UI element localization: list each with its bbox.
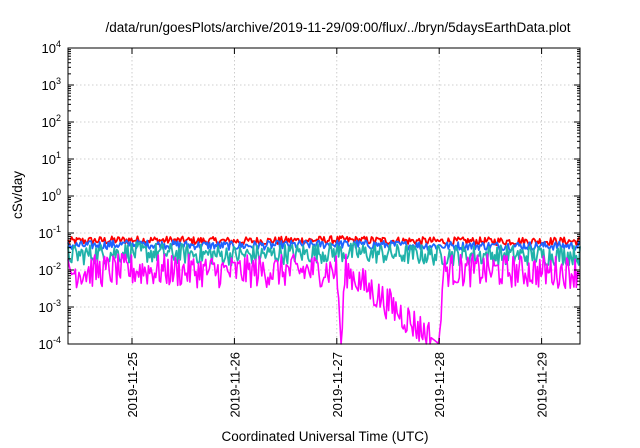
series-line <box>67 252 581 345</box>
y-tick-label: 104 <box>42 39 61 56</box>
series-line <box>67 241 581 267</box>
series-line <box>67 239 581 252</box>
chart-title: /data/run/goesPlots/archive/2019-11-29/0… <box>105 20 570 35</box>
plot-frame <box>67 47 581 345</box>
x-tick-label: 2019-11-29 <box>535 352 550 418</box>
series-lines <box>67 235 581 345</box>
y-tick-label: 10-1 <box>39 224 61 241</box>
x-tick-label: 2019-11-26 <box>227 352 242 418</box>
y-tick-label: 103 <box>42 76 61 93</box>
x-tick-label: 2019-11-25 <box>125 352 140 418</box>
x-axis-label: Coordinated Universal Time (UTC) <box>221 429 428 444</box>
grid-lines <box>68 48 580 344</box>
y-tick-label: 10-4 <box>39 335 61 352</box>
y-tick-label: 10-3 <box>39 298 61 315</box>
y-tick-label: 100 <box>42 187 61 204</box>
y-tick-label: 10-2 <box>39 261 61 278</box>
y-tick-label: 101 <box>42 150 61 167</box>
axes: 10-4 10-3 10-2 10-1 100 101 102 103 104 2019-11-2… <box>39 39 580 418</box>
series-line <box>67 235 581 247</box>
x-tick-label: 2019-11-27 <box>330 352 345 418</box>
y-axis-label: cSv/day <box>10 171 25 219</box>
y-tick-label: 102 <box>42 113 61 130</box>
x-tick-label: 2019-11-28 <box>432 352 447 418</box>
